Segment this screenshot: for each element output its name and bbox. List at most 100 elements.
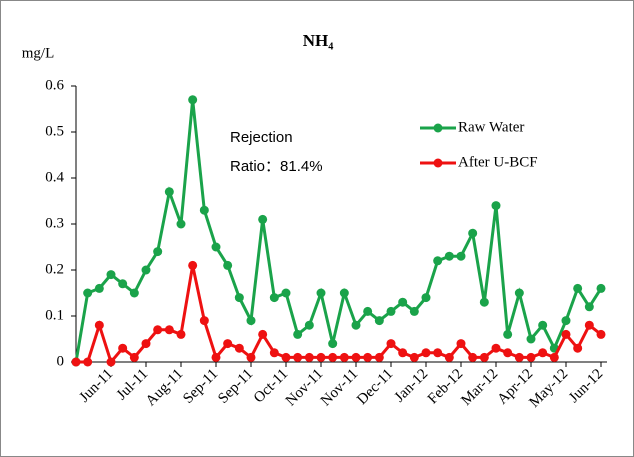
point [71, 357, 81, 367]
point [538, 348, 548, 358]
point [573, 343, 583, 353]
point [118, 343, 128, 353]
point [374, 352, 384, 362]
point [526, 352, 536, 362]
point [514, 352, 524, 362]
point [129, 288, 139, 298]
point [398, 297, 408, 307]
point [141, 265, 151, 275]
point [479, 352, 489, 362]
point [234, 343, 244, 353]
point [316, 288, 326, 298]
point [94, 320, 104, 330]
point [596, 329, 606, 339]
y-tick-label: 0.5 [45, 123, 64, 139]
y-tick-label: 0.3 [45, 215, 64, 231]
point [409, 306, 419, 316]
y-tick-label: 0 [57, 353, 65, 369]
point [491, 201, 501, 211]
point [421, 348, 431, 358]
y-tick-label: 0.2 [45, 261, 64, 277]
point [549, 352, 559, 362]
point [421, 293, 431, 303]
point [164, 325, 174, 335]
point [293, 329, 303, 339]
point [526, 334, 536, 344]
point [386, 339, 396, 349]
point [584, 302, 594, 312]
point [269, 348, 279, 358]
annotation: Rejection [230, 129, 293, 146]
point [456, 339, 466, 349]
legend-marker [433, 123, 443, 133]
y-axis-label: mg/L [22, 45, 55, 61]
point [409, 352, 419, 362]
legend-marker [433, 158, 443, 168]
point [503, 329, 513, 339]
point [398, 348, 408, 358]
point [339, 288, 349, 298]
series-line [76, 265, 602, 366]
point [491, 343, 501, 353]
point [223, 260, 233, 270]
point [211, 352, 221, 362]
point [573, 283, 583, 293]
point [328, 352, 338, 362]
point [386, 306, 396, 316]
y-tick-label: 0.1 [45, 307, 64, 323]
series-line [74, 99, 603, 363]
annotation: Ratio：81.4% [230, 158, 323, 175]
point [281, 352, 291, 362]
point [188, 95, 198, 105]
point [94, 283, 104, 293]
point [456, 251, 466, 261]
point [584, 320, 594, 330]
point [176, 219, 186, 229]
y-tick-label: 0.4 [45, 169, 64, 185]
point [83, 288, 93, 298]
point [433, 348, 443, 358]
point [199, 205, 209, 215]
point [106, 357, 116, 367]
point [281, 288, 291, 298]
point [246, 316, 256, 326]
point [293, 352, 303, 362]
point [164, 187, 174, 197]
point [444, 251, 454, 261]
chart-title: NH₄ [303, 31, 334, 50]
point [363, 306, 373, 316]
point [176, 329, 186, 339]
legend-label: After U-BCF [458, 154, 538, 170]
point [538, 320, 548, 330]
point [363, 352, 373, 362]
point [561, 329, 571, 339]
point [514, 288, 524, 298]
legend-label: Raw Water [458, 119, 524, 135]
point [374, 316, 384, 326]
point [141, 339, 151, 349]
point [561, 316, 571, 326]
point [199, 316, 209, 326]
point [503, 348, 513, 358]
point [433, 256, 443, 266]
point [246, 352, 256, 362]
point [118, 279, 128, 289]
point [153, 325, 163, 335]
point [106, 270, 116, 280]
point [351, 352, 361, 362]
point [83, 357, 93, 367]
point [596, 283, 606, 293]
point [351, 320, 361, 330]
point [468, 228, 478, 238]
point [304, 352, 314, 362]
point [479, 297, 489, 307]
point [153, 247, 163, 257]
point [211, 242, 221, 252]
point [468, 352, 478, 362]
point [339, 352, 349, 362]
point [258, 329, 268, 339]
point [234, 293, 244, 303]
